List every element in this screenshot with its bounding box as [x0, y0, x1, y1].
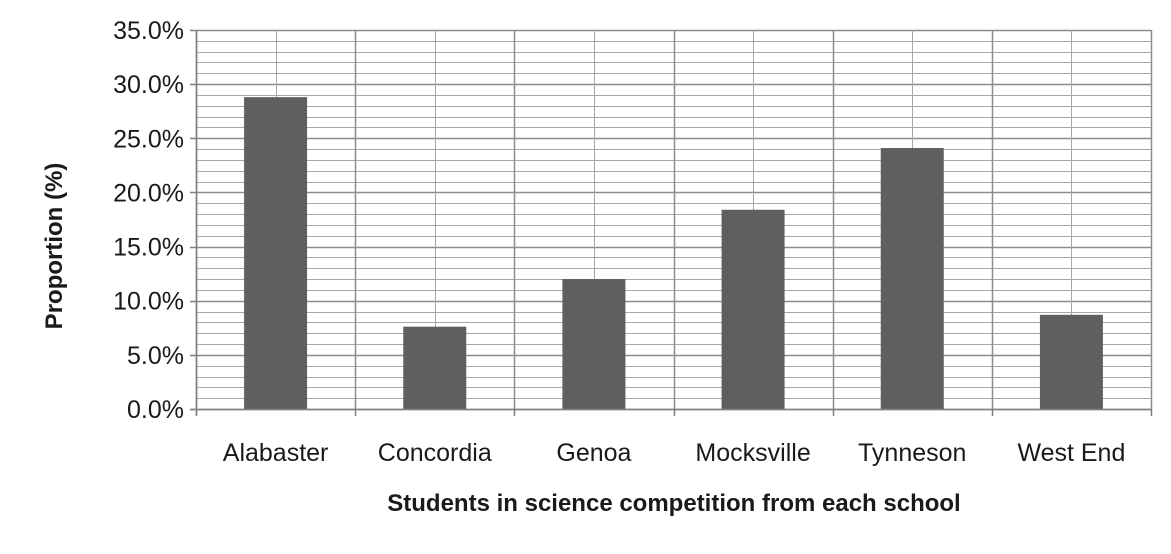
x-tick-label: Tynneson: [858, 439, 966, 467]
y-tick-label: 15.0%: [113, 234, 184, 262]
y-tick-label: 10.0%: [113, 288, 184, 316]
x-tick-label: Alabaster: [223, 439, 329, 467]
bar-mocksville: [721, 209, 785, 409]
y-tick-label: 20.0%: [113, 179, 184, 207]
bar-genoa: [562, 279, 626, 409]
y-tick-label: 0.0%: [127, 396, 184, 424]
chart-grid: [195, 29, 1153, 411]
chart-bars: [244, 97, 1103, 409]
bar-alabaster: [244, 97, 308, 409]
x-axis-title: Students in science competition from eac…: [387, 490, 960, 517]
x-tick-labels: Alabaster Concordia Genoa Mocksville Tynneso…: [223, 439, 1126, 467]
y-tick-label: 5.0%: [127, 342, 184, 370]
x-tick-label: Concordia: [378, 439, 492, 467]
y-axis-title: Proportion (%): [41, 163, 68, 330]
y-tick-label: 35.0%: [113, 17, 184, 45]
y-tick-label: 25.0%: [113, 125, 184, 153]
x-tick-label: West End: [1017, 439, 1125, 467]
y-tick-label: 30.0%: [113, 71, 184, 99]
bar-west-end: [1039, 314, 1103, 409]
x-tick-label: Mocksville: [695, 439, 810, 467]
bar-tynneson: [880, 148, 944, 409]
x-tick-label: Genoa: [556, 439, 631, 467]
chart-axes: [190, 29, 1153, 416]
y-tick-labels: 0.0% 5.0% 10.0% 15.0% 20.0% 25.0% 30.0% 35.0%: [113, 17, 184, 424]
bar-concordia: [403, 326, 467, 409]
